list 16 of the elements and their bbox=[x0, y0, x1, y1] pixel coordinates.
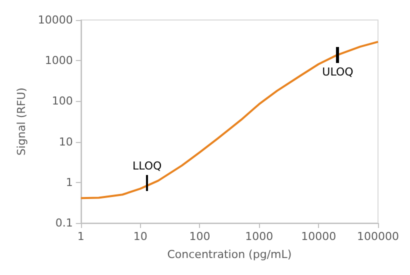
y-tick-label: 0.1 bbox=[55, 216, 73, 230]
y-tick-label: 1 bbox=[66, 176, 73, 189]
x-tick-label: 10000 bbox=[301, 230, 336, 243]
x-tick-label: 10 bbox=[133, 230, 148, 243]
annotation: ULOQ bbox=[322, 66, 354, 79]
x-tick-label: 1000 bbox=[245, 230, 274, 243]
x-tick-label: 1 bbox=[77, 230, 84, 243]
x-tick-label: 100 bbox=[189, 230, 210, 243]
y-tick-label: 10000 bbox=[38, 14, 73, 26]
annotation: LLOQ bbox=[132, 159, 162, 172]
y-tick-label: 10 bbox=[58, 135, 73, 148]
y-axis-title: Signal (RFU) bbox=[15, 88, 28, 156]
x-tick-label: 100000 bbox=[357, 230, 400, 243]
x-axis-title: Concentration (pg/mL) bbox=[167, 248, 292, 261]
y-tick-label: 1000 bbox=[44, 54, 73, 68]
y-tick-label: 100 bbox=[52, 94, 73, 108]
